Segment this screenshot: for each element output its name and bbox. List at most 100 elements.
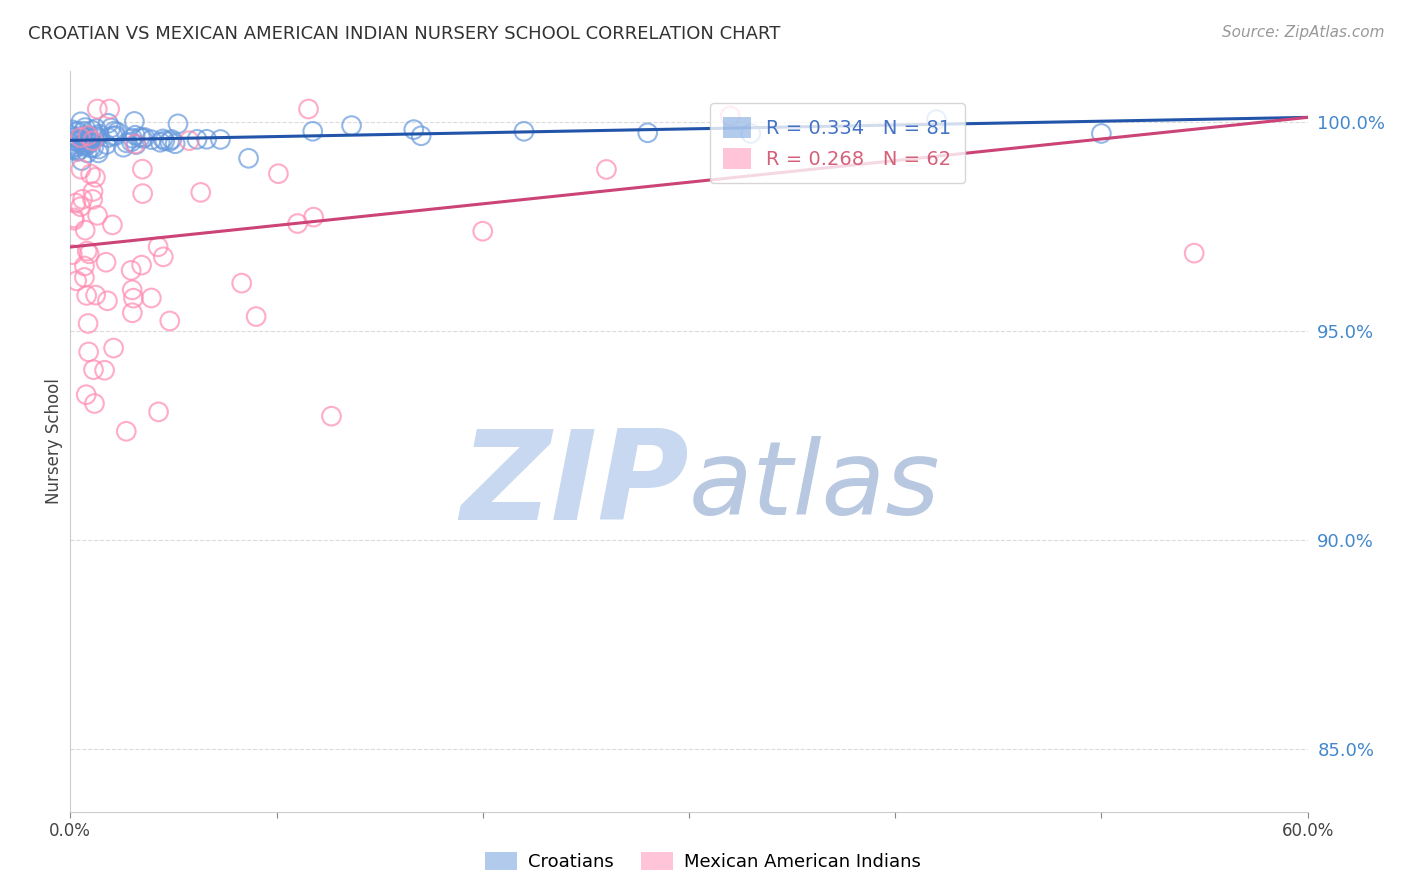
Point	[209, 132, 232, 146]
Point	[67, 124, 90, 138]
Point	[402, 122, 425, 136]
Point	[73, 259, 96, 273]
Point	[925, 112, 948, 127]
Point	[70, 162, 93, 177]
Point	[287, 217, 309, 231]
Point	[103, 124, 125, 138]
Point	[160, 132, 183, 146]
Point	[411, 128, 433, 143]
Legend: R = 0.334   N = 81, R = 0.268   N = 62: R = 0.334 N = 81, R = 0.268 N = 62	[710, 103, 965, 183]
Point	[98, 102, 121, 116]
Point	[129, 130, 152, 145]
Point	[76, 132, 98, 146]
Point	[96, 137, 118, 152]
Point	[60, 130, 83, 145]
Point	[86, 102, 108, 116]
Point	[87, 145, 110, 160]
Text: atlas: atlas	[689, 436, 941, 536]
Point	[146, 240, 169, 254]
Point	[120, 263, 142, 277]
Point	[195, 132, 218, 146]
Point	[77, 128, 100, 143]
Point	[115, 425, 138, 439]
Point	[63, 133, 86, 147]
Point	[86, 208, 108, 222]
Point	[152, 132, 174, 146]
Point	[96, 293, 118, 308]
Point	[471, 224, 494, 238]
Point	[63, 211, 86, 225]
Point	[87, 128, 110, 142]
Point	[297, 102, 319, 116]
Point	[87, 142, 110, 156]
Point	[97, 130, 120, 145]
Point	[72, 128, 94, 143]
Point	[75, 223, 97, 237]
Point	[72, 137, 94, 152]
Point	[115, 136, 138, 150]
Point	[301, 124, 323, 138]
Point	[72, 192, 94, 206]
Point	[149, 135, 172, 149]
Point	[124, 136, 146, 151]
Text: CROATIAN VS MEXICAN AMERICAN INDIAN NURSERY SCHOOL CORRELATION CHART: CROATIAN VS MEXICAN AMERICAN INDIAN NURS…	[28, 25, 780, 43]
Point	[595, 162, 617, 177]
Point	[152, 250, 174, 264]
Point	[73, 270, 96, 285]
Point	[165, 136, 187, 151]
Point	[65, 196, 87, 211]
Point	[69, 200, 91, 214]
Point	[77, 345, 100, 359]
Point	[637, 126, 659, 140]
Point	[60, 141, 83, 155]
Point	[79, 129, 101, 144]
Point	[101, 128, 124, 143]
Point	[153, 134, 176, 148]
Point	[148, 405, 170, 419]
Point	[82, 123, 104, 137]
Point	[1090, 127, 1112, 141]
Point	[131, 186, 153, 201]
Point	[231, 276, 253, 290]
Point	[77, 317, 100, 331]
Point	[60, 123, 83, 137]
Point	[105, 125, 128, 139]
Point	[718, 109, 741, 123]
Point	[740, 127, 762, 141]
Point	[321, 409, 343, 424]
Point	[62, 134, 84, 148]
Point	[245, 310, 267, 324]
Point	[97, 116, 120, 130]
Point	[141, 133, 163, 147]
Point	[84, 288, 107, 302]
Point	[103, 341, 125, 355]
Point	[93, 363, 115, 377]
Point	[60, 128, 83, 143]
Point	[70, 115, 93, 129]
Point	[86, 130, 108, 145]
Point	[141, 291, 163, 305]
Point	[62, 138, 84, 153]
Text: Source: ZipAtlas.com: Source: ZipAtlas.com	[1222, 25, 1385, 40]
Point	[84, 170, 107, 185]
Point	[66, 135, 89, 149]
Point	[131, 131, 153, 145]
Point	[159, 135, 181, 149]
Point	[84, 121, 107, 136]
Point	[179, 134, 201, 148]
Point	[1182, 246, 1205, 260]
Point	[79, 136, 101, 150]
Point	[101, 218, 124, 232]
Point	[94, 255, 117, 269]
Point	[125, 137, 148, 152]
Point	[76, 138, 98, 153]
Point	[62, 143, 84, 157]
Point	[124, 128, 146, 143]
Point	[83, 141, 105, 155]
Point	[159, 314, 181, 328]
Point	[75, 120, 97, 135]
Point	[167, 117, 190, 131]
Point	[79, 141, 101, 155]
Point	[65, 140, 87, 154]
Point	[76, 288, 98, 302]
